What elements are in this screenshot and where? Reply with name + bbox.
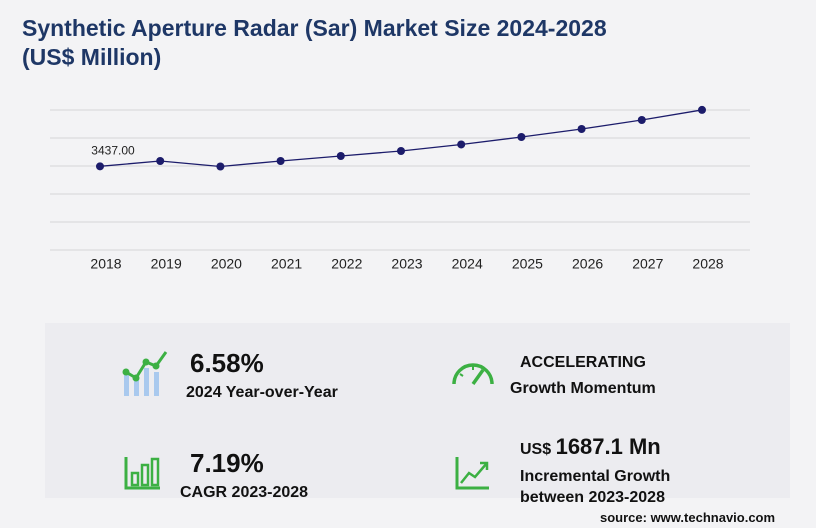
point	[216, 162, 225, 171]
x-tick-label: 2020	[211, 256, 242, 272]
x-tick-label: 2024	[452, 256, 483, 272]
x-tick-label: 2028	[692, 256, 723, 272]
chart-subtitle: (US$ Million)	[22, 44, 161, 70]
x-tick-label: 2025	[512, 256, 543, 272]
trend-icon	[455, 457, 489, 490]
x-tick-label: 2021	[271, 256, 302, 272]
currency: US$	[520, 441, 552, 458]
gauge-icon	[452, 363, 494, 386]
point	[517, 133, 526, 142]
bars-icon	[124, 457, 160, 490]
stat-value: US$ 1687.1 Mn	[520, 434, 661, 460]
point	[698, 105, 706, 114]
point	[637, 116, 646, 125]
chart: Synthetic Aperture Radar (Sar) Market Si…	[22, 15, 750, 272]
point	[457, 140, 466, 149]
point	[156, 157, 165, 166]
source: source: www.technavio.com	[600, 510, 776, 525]
stat-label: CAGR 2023-2028	[180, 484, 309, 501]
point	[276, 157, 285, 166]
chart-title: Synthetic Aperture Radar (Sar) Market Si…	[22, 15, 607, 41]
stat-label: Growth Momentum	[510, 380, 656, 397]
stat-label: 2024 Year-over-Year	[186, 384, 338, 401]
stat-value: ACCELERATING	[520, 354, 646, 371]
point	[577, 125, 586, 134]
x-tick-label: 2027	[632, 256, 663, 272]
stat-label: Incremental Growth between 2023-2028	[520, 468, 671, 506]
growth-icon	[122, 351, 168, 396]
point	[397, 147, 405, 156]
stats-panel	[45, 323, 790, 498]
data-label: 3437.00	[91, 143, 135, 157]
x-tick-label: 2022	[331, 256, 362, 272]
x-tick-label: 2019	[151, 256, 182, 272]
x-tick-label: 2023	[391, 256, 422, 272]
x-tick-label: 2018	[90, 256, 121, 272]
stat-value: 6.58%	[190, 348, 264, 378]
x-tick-label: 2026	[572, 256, 603, 272]
point	[336, 151, 345, 160]
point	[96, 162, 104, 171]
stat-value: 7.19%	[190, 448, 264, 478]
stat-number: 1687.1 Mn	[555, 434, 661, 459]
